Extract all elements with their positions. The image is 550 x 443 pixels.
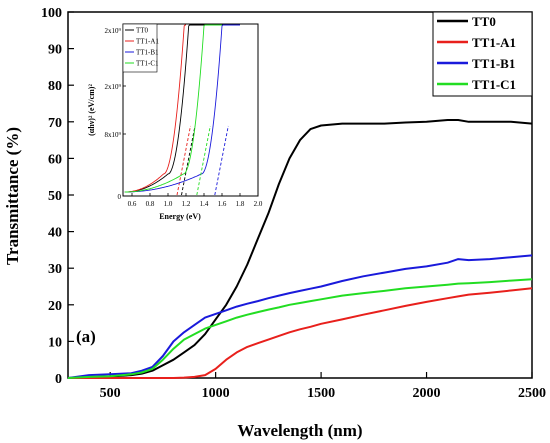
inset-x-tick-label: 1.0 xyxy=(164,200,173,208)
x-tick-label: 500 xyxy=(100,386,121,401)
inset-x-tick-label: 1.4 xyxy=(200,200,209,208)
main-axes: 500 1000 1500 2000 2500010203040506070809010… xyxy=(41,6,546,401)
inset-tangent-tt0 xyxy=(181,125,196,196)
panel-label: (a) xyxy=(76,327,96,346)
x-tick-label: 1500 xyxy=(307,386,335,401)
inset-x-tick-label: 1.6 xyxy=(218,200,227,208)
inset-legend-label: TT1-C1 xyxy=(136,60,159,68)
y-tick-label: 10 xyxy=(48,335,62,350)
inset-series-group xyxy=(124,24,240,196)
inset-legend-box xyxy=(122,23,158,73)
x-tick-label: 1000 xyxy=(202,386,230,401)
inset-x-tick-label: 1.8 xyxy=(236,200,245,208)
y-tick-label: 70 xyxy=(48,116,62,131)
y-tick-label: 60 xyxy=(48,152,62,167)
y-tick-label: 100 xyxy=(41,6,62,21)
inset-tangent-tt1-c1 xyxy=(196,125,211,196)
x-axis-label: Wavelength (nm) xyxy=(237,421,362,440)
legend-box xyxy=(432,11,533,97)
y-tick-label: 80 xyxy=(48,79,62,94)
inset-legend: TT0 TT1-A1 TT1-B1 TT1-C1 xyxy=(122,23,159,73)
y-tick-label: 50 xyxy=(48,189,62,204)
legend-label: TT0 xyxy=(472,14,496,29)
y-tick-label: 30 xyxy=(48,262,62,277)
inset-y-tick-label: 8x10⁹ xyxy=(105,131,122,139)
x-tick-label: 2000 xyxy=(413,386,441,401)
legend: TT0 TT1-A1 TT1-B1 TT1-C1 xyxy=(432,11,533,97)
inset-y-tick-label: 2x10⁹ xyxy=(105,83,122,91)
inset-y-tick-label: 2x10⁹ xyxy=(105,27,122,35)
inset-curve-tt1-a1 xyxy=(124,24,186,193)
inset-x-axis-label: Energy (eV) xyxy=(159,212,201,221)
series-line-tt0 xyxy=(67,119,533,379)
y-tick-label: 20 xyxy=(48,299,62,314)
inset-tangent-tt1-a1 xyxy=(176,125,191,196)
series-line-tt1-a1 xyxy=(68,287,533,379)
inset-legend-label: TT1-B1 xyxy=(136,49,159,57)
inset-legend-label: TT0 xyxy=(136,27,149,35)
series-line-tt1-c1 xyxy=(67,278,533,379)
inset-y-axis-label: (αhν)² (eV/cm)² xyxy=(87,84,96,136)
inset-legend-label: TT1-A1 xyxy=(136,38,159,46)
inset-x-tick-label: 1.2 xyxy=(182,200,191,208)
inset-curve-tt1-c1 xyxy=(124,24,222,193)
legend-label: TT1-A1 xyxy=(472,35,516,50)
x-tick-label: 2500 xyxy=(518,386,546,401)
inset-x-tick-label: 0.8 xyxy=(146,200,155,208)
y-axis-label: Transmittance (%) xyxy=(3,127,22,265)
inset-y-tick-label: 0 xyxy=(118,193,122,201)
y-tick-label: 90 xyxy=(48,43,62,58)
inset-curve-tt1-b1 xyxy=(124,24,240,193)
y-tick-label: 0 xyxy=(55,372,62,387)
inset-tangent-tt1-b1 xyxy=(214,125,229,196)
series-line-tt1-b1 xyxy=(67,254,533,379)
inset-x-tick-label: 0.6 xyxy=(128,200,137,208)
main-series-group xyxy=(67,119,533,379)
legend-label: TT1-B1 xyxy=(472,56,515,71)
y-tick-label: 40 xyxy=(48,226,62,241)
legend-label: TT1-C1 xyxy=(472,77,516,92)
inset-chart: 0.6 0.8 1.0 1.2 1.4 1.6 1.8 2.0 0 8x10⁹ 2x10⁹ 2x10⁹… xyxy=(87,23,263,221)
inset-x-tick-label: 2.0 xyxy=(254,200,263,208)
